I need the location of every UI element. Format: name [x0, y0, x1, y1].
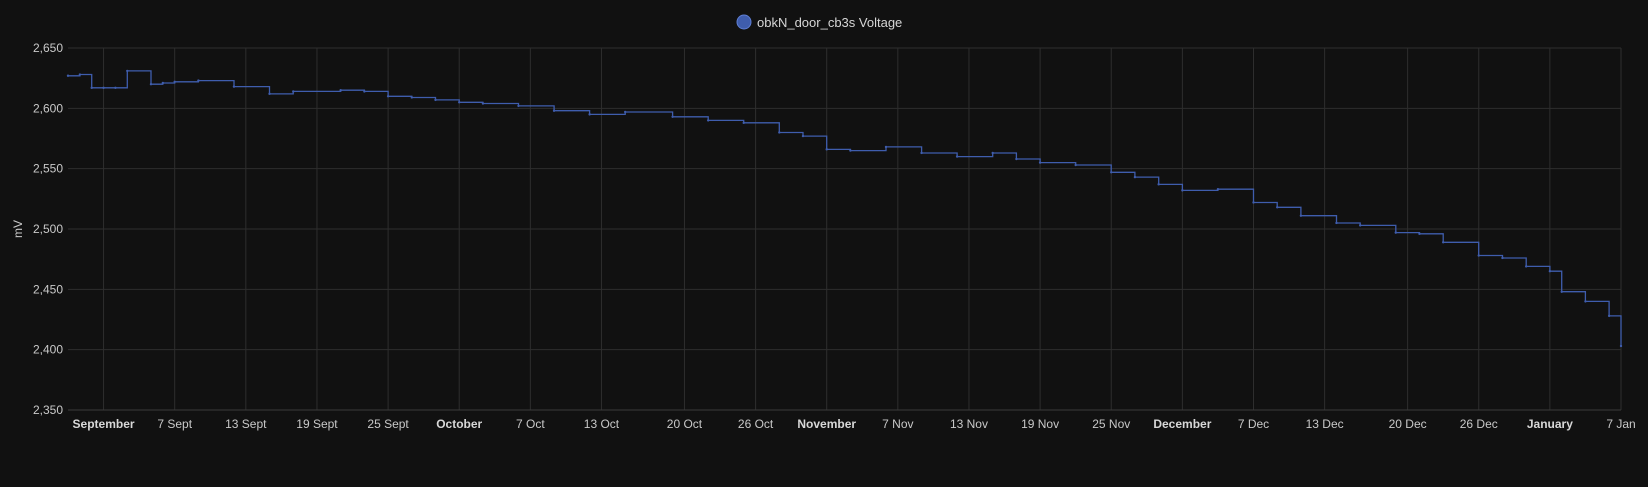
y-tick-label: 2,500	[33, 222, 63, 236]
data-point[interactable]	[742, 121, 745, 125]
x-tick-label: 25 Sept	[367, 417, 409, 431]
series-layer	[66, 69, 1623, 348]
x-tick-label: 13 Sept	[225, 417, 267, 431]
data-point[interactable]	[552, 109, 556, 112]
data-point[interactable]	[66, 74, 70, 77]
x-tick-label: 20 Oct	[667, 417, 703, 431]
y-tick-label: 2,400	[33, 343, 63, 357]
x-tick-label: 7 Nov	[882, 417, 913, 431]
data-point[interactable]	[434, 98, 437, 102]
data-point[interactable]	[1157, 183, 1160, 186]
legend-label[interactable]: obkN_door_cb3s Voltage	[757, 15, 902, 30]
data-point[interactable]	[1038, 161, 1042, 164]
x-tick-label: 7 Jan	[1606, 417, 1635, 431]
data-point[interactable]	[1181, 189, 1184, 192]
x-tick-label: 7 Sept	[157, 417, 192, 431]
data-point[interactable]	[292, 90, 295, 93]
x-tick-label: September	[73, 417, 135, 431]
x-tick-label: 7 Oct	[516, 417, 545, 431]
legend[interactable]: obkN_door_cb3s Voltage	[736, 14, 902, 30]
legend-swatch-icon[interactable]	[736, 14, 752, 30]
data-point[interactable]	[1358, 224, 1362, 227]
data-point[interactable]	[114, 86, 117, 90]
data-point[interactable]	[1216, 187, 1220, 191]
x-tick-label: 19 Sept	[296, 417, 338, 431]
data-point[interactable]	[102, 86, 105, 90]
y-axis-label: mV	[11, 220, 25, 238]
data-point[interactable]	[386, 95, 390, 98]
data-point[interactable]	[1335, 221, 1338, 225]
x-tick-label: 26 Oct	[738, 417, 774, 431]
data-point[interactable]	[1524, 265, 1528, 268]
data-point[interactable]	[849, 149, 852, 152]
data-point[interactable]	[410, 96, 413, 99]
y-tick-label: 2,650	[33, 41, 63, 55]
data-point[interactable]	[1441, 241, 1445, 244]
x-tick-label: January	[1527, 417, 1573, 431]
data-point[interactable]	[778, 131, 781, 134]
data-point[interactable]	[991, 151, 994, 155]
data-point[interactable]	[517, 104, 520, 108]
data-point[interactable]	[1607, 314, 1611, 318]
data-point[interactable]	[197, 79, 200, 82]
x-tick-label: 7 Dec	[1238, 417, 1269, 431]
data-point[interactable]	[161, 81, 165, 85]
data-point[interactable]	[363, 90, 366, 93]
x-tick-label: November	[797, 417, 856, 431]
data-point[interactable]	[1074, 163, 1077, 167]
x-tick-label: 20 Dec	[1389, 417, 1427, 431]
y-tick-label: 2,550	[33, 162, 63, 176]
x-tick-label: December	[1153, 417, 1211, 431]
data-point[interactable]	[339, 89, 342, 92]
x-tick-label: 13 Dec	[1306, 417, 1344, 431]
x-tick-label: 26 Dec	[1460, 417, 1498, 431]
data-point[interactable]	[588, 113, 591, 116]
data-point[interactable]	[1418, 232, 1421, 236]
data-point[interactable]	[1477, 254, 1480, 257]
data-point[interactable]	[232, 85, 236, 88]
x-axis-ticks: September 7 Sept 13 Sept 19 Sept 25 Sept Octo…	[73, 417, 1636, 431]
data-point[interactable]	[1501, 256, 1504, 260]
data-point[interactable]	[1276, 206, 1279, 209]
x-tick-label: 25 Nov	[1092, 417, 1130, 431]
data-point[interactable]	[955, 155, 959, 158]
data-point[interactable]	[1584, 300, 1587, 303]
x-tick-label: 13 Nov	[950, 417, 988, 431]
data-point[interactable]	[1548, 270, 1552, 273]
data-point[interactable]	[825, 148, 828, 151]
y-axis-ticks: 2,650 2,600 2,550 2,500 2,450 2,400 2,350	[33, 41, 63, 417]
data-point[interactable]	[90, 86, 93, 90]
data-point[interactable]	[1252, 201, 1255, 204]
data-point[interactable]	[1015, 157, 1018, 161]
data-point[interactable]	[1619, 344, 1623, 348]
data-point[interactable]	[458, 101, 461, 104]
data-point[interactable]	[1394, 231, 1397, 234]
series-line[interactable]	[68, 70, 1622, 346]
data-point[interactable]	[623, 110, 627, 114]
y-tick-label: 2,600	[33, 101, 63, 115]
x-tick-label: 13 Oct	[584, 417, 620, 431]
data-point[interactable]	[126, 69, 129, 73]
data-point[interactable]	[1133, 175, 1137, 179]
data-point[interactable]	[1299, 214, 1303, 217]
data-point[interactable]	[920, 151, 923, 155]
y-tick-label: 2,450	[33, 282, 63, 296]
data-point[interactable]	[1560, 290, 1563, 293]
y-tick-label: 2,350	[33, 403, 63, 417]
x-tick-label: October	[436, 417, 482, 431]
data-point[interactable]	[78, 73, 82, 76]
data-point[interactable]	[149, 83, 153, 86]
data-point[interactable]	[671, 115, 674, 118]
data-point[interactable]	[884, 145, 888, 149]
x-tick-label: 19 Nov	[1021, 417, 1059, 431]
data-point[interactable]	[1110, 171, 1113, 174]
data-point[interactable]	[481, 102, 485, 105]
data-point[interactable]	[268, 92, 271, 96]
grid	[68, 47, 1622, 411]
data-point[interactable]	[173, 80, 176, 83]
data-point[interactable]	[801, 134, 805, 138]
data-point[interactable]	[706, 119, 710, 122]
